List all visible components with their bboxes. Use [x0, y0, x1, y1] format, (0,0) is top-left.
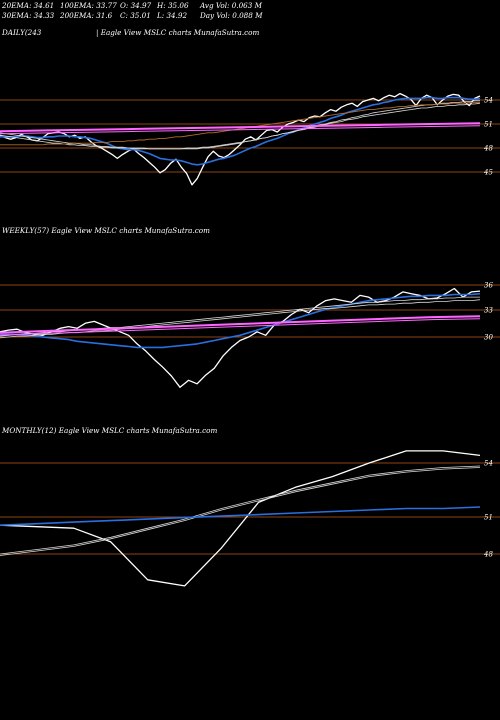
weekly-ema-trend-line	[0, 315, 481, 334]
daily-y-tick-2: 48	[483, 145, 493, 153]
stat-ema20: 20EMA: 34.61	[2, 1, 55, 10]
daily-panel-label: DAILY(243	[2, 28, 42, 37]
weekly-price-line	[0, 287, 481, 388]
monthly-ema-fast-line	[0, 506, 481, 526]
weekly-y-tick-2: 30	[484, 334, 493, 342]
stat-low: L: 34.92	[157, 11, 188, 20]
stat-open: O: 34.97	[120, 1, 152, 10]
daily-price-line	[0, 92, 481, 186]
monthly-y-tick-0: 54	[484, 460, 493, 468]
stat-close: C: 35.01	[120, 11, 151, 20]
weekly-ema-trend-line-2	[0, 318, 481, 336]
daily-ema-trend-line	[0, 122, 481, 133]
daily-ema-slow-1-line	[0, 100, 480, 150]
daily-ema-slow-2-line	[0, 102, 481, 150]
daily-y-tick-3: 45	[483, 169, 493, 177]
stat-ema30: 30EMA: 34.33	[2, 11, 55, 20]
daily-panel-caption: | Eagle View MSLC charts MunafaSutra.com	[96, 28, 260, 37]
stat-day-volume: Day Vol: 0.088 M	[200, 11, 263, 20]
weekly-ema-fast-line	[0, 292, 481, 349]
weekly-panel-label: WEEKLY(57) Eagle View MSLC charts Munafa…	[2, 226, 210, 235]
daily-y-tick-0: 54	[484, 97, 493, 105]
stat-high: H: 35.06	[157, 1, 189, 10]
monthly-ema-slow-1-line	[0, 465, 481, 555]
stat-ema200: 200EMA: 31.6	[60, 11, 113, 20]
monthly-ema-slow-2-line	[0, 467, 481, 556]
daily-ema-brown-line	[0, 101, 480, 146]
daily-ema-trend-line-2	[0, 125, 481, 135]
monthly-y-tick-2: 48	[483, 551, 493, 559]
weekly-y-tick-0: 36	[484, 282, 493, 290]
daily-ema-fast-line	[0, 96, 481, 166]
stat-ema100: 100EMA: 33.77	[60, 1, 117, 10]
daily-y-tick-1: 51	[484, 121, 493, 129]
stat-avg-volume: Avg Vol: 0.063 M	[200, 1, 262, 10]
monthly-panel-label: MONTHLY(12) Eagle View MSLC charts Munaf…	[2, 426, 218, 435]
weekly-y-tick-1: 33	[484, 307, 493, 315]
monthly-y-tick-1: 51	[484, 514, 493, 522]
monthly-price-line	[0, 450, 481, 587]
